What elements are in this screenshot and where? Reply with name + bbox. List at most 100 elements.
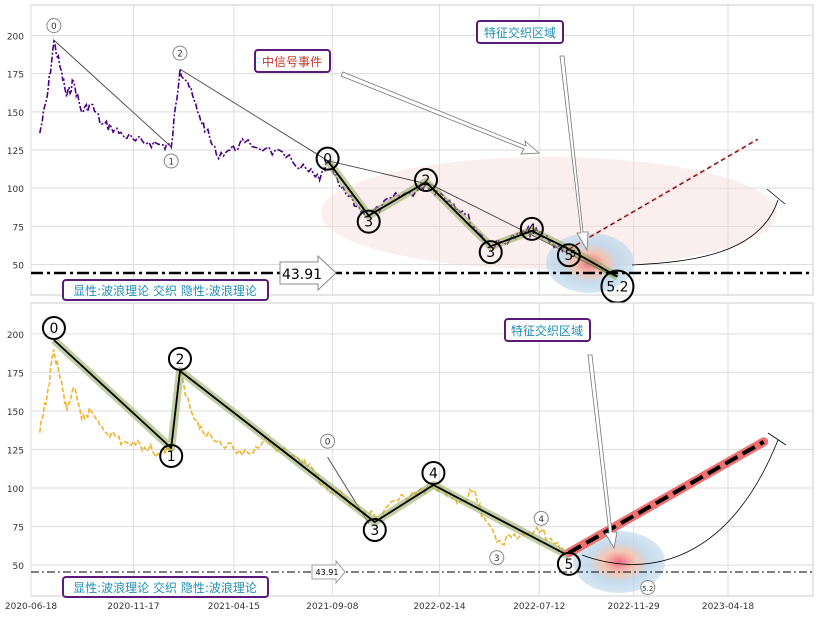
- price-line: [39, 349, 570, 557]
- wave-label-small: 4: [538, 515, 544, 525]
- wave-label-large: 5: [564, 248, 573, 264]
- wave-marker-small: [46, 18, 62, 34]
- wave-marker-small: [489, 550, 505, 566]
- bottom-wave-markers: 0 3 4 5.2 0 1 2 3 4 5: [41, 316, 656, 595]
- x-tick-label: 2022-07-12: [513, 602, 565, 612]
- y-tick-label: 175: [7, 71, 24, 81]
- wave-marker-large: [362, 517, 387, 542]
- wave-label-large: 3: [370, 523, 379, 539]
- feature-zone-callout-bottom: 特征交织区域: [504, 318, 591, 342]
- wave-label-small: 1: [168, 157, 174, 167]
- wave-label-large: 4: [429, 466, 438, 482]
- top-wave-lines: [324, 158, 620, 281]
- wave-label-large: 4: [527, 222, 536, 238]
- wave-marker-small: [320, 433, 336, 449]
- y-tick-label: 200: [7, 331, 24, 341]
- top-arc-cap: [766, 188, 786, 205]
- bottom-grid: [30, 303, 813, 596]
- feature-zone-label-top: 特征交织区域: [484, 25, 556, 40]
- wave-label-large: 0: [323, 152, 332, 168]
- wave-label-small: 3: [494, 554, 500, 564]
- top-arc-curve: [631, 199, 779, 266]
- bottom-support-arrow-badge: 43.91: [311, 559, 346, 585]
- wave-marker-large: [478, 240, 503, 265]
- feature-zone-callout-top: 特征交织区域: [476, 20, 564, 44]
- top-y-tick-labels: 50 75 100 125 150 175 200: [7, 33, 24, 272]
- channel-line: [327, 160, 427, 185]
- feature-zone-arrow-bottom: [587, 354, 618, 550]
- x-tick-label: 2021-04-15: [208, 602, 260, 612]
- wave-marker-large: [159, 443, 184, 468]
- y-tick-label: 50: [13, 562, 25, 572]
- wave-label-large: 3: [364, 215, 373, 231]
- bottom-price-line: [39, 349, 570, 557]
- projection-line: [567, 440, 765, 555]
- y-tick-label: 125: [7, 447, 24, 457]
- wave-marker-large: [421, 460, 446, 485]
- wave-label-small: 0: [325, 438, 331, 448]
- bottom-arc-curve: [581, 439, 779, 565]
- projection-line: [568, 138, 759, 251]
- wave-marker-large: [41, 316, 66, 341]
- top-support-label: 43.91: [282, 267, 322, 283]
- wave-label-large: 5: [564, 557, 573, 573]
- wave-label-small: 0: [51, 22, 57, 32]
- wave-marker-small: [640, 579, 656, 595]
- y-tick-label: 175: [7, 369, 24, 379]
- channel-line: [179, 68, 328, 162]
- wave-marker-large: [556, 243, 581, 268]
- bottom-legend-text: 显性:波浪理论 交织 隐性:波浪理论: [73, 580, 257, 595]
- bottom-y-tick-labels: 50 75 100 125 150 175 200: [7, 331, 24, 572]
- wave-label-large: 2: [176, 352, 185, 368]
- y-tick-label: 75: [13, 524, 24, 534]
- channel-line: [53, 39, 172, 148]
- x-tick-label: 2020-11-17: [107, 602, 159, 612]
- wave-marker-small: [533, 510, 549, 526]
- signal-event-callout: 中信号事件: [254, 49, 331, 73]
- wave-marker-large: [556, 551, 581, 576]
- top-legend-box: 显性:波浪理论 交织 隐性:波浪理论: [62, 279, 269, 301]
- wave-label-small: 5.2: [642, 585, 653, 593]
- wave-label-large: 2: [422, 173, 431, 189]
- wave-marker-large: [167, 346, 192, 371]
- wave-label-inner: 5: [570, 249, 576, 260]
- y-tick-label: 125: [7, 147, 24, 157]
- x-tick-label: 2023-04-18: [702, 602, 755, 612]
- y-tick-label: 100: [7, 185, 24, 195]
- wave-marker-small: [172, 45, 188, 61]
- x-tick-label: 2021-09-08: [306, 602, 359, 612]
- wave-marker-large: [414, 168, 439, 193]
- top-grid: [30, 5, 813, 295]
- feature-zone-arrow-top: [559, 55, 589, 252]
- feature-zone-bottom: [573, 531, 665, 593]
- top-support-arrow-badge: 43.91: [279, 254, 337, 292]
- x-tick-label: 2022-02-14: [413, 602, 466, 612]
- bottom-wave-lines: [51, 337, 571, 560]
- top-legend-text: 显性:波浪理论 交织 隐性:波浪理论: [73, 283, 257, 298]
- wave-label-large: 3: [486, 245, 495, 261]
- y-tick-label: 75: [13, 223, 24, 233]
- wave-line: [326, 160, 618, 278]
- bottom-legend-box: 显性:波浪理论 交织 隐性:波浪理论: [62, 576, 269, 598]
- bottom-x-tick-labels: 2020-06-18 2020-11-17 2021-04-15 2021-09-08…: [5, 602, 755, 612]
- signal-event-label: 中信号事件: [262, 54, 322, 69]
- x-tick-label: 2020-06-18: [5, 602, 58, 612]
- y-tick-label: 50: [13, 261, 25, 271]
- x-tick-label: 2022-11-29: [607, 602, 660, 612]
- wave-label-large: 5.2: [606, 280, 628, 296]
- wave-marker-large: [315, 146, 340, 171]
- wave-label-large: 0: [49, 321, 58, 337]
- wave-marker-large: [356, 209, 381, 234]
- wave-line: [53, 339, 570, 557]
- bottom-arc-cap: [767, 432, 787, 446]
- y-tick-label: 100: [7, 485, 24, 495]
- feature-zone-label-bottom: 特征交织区域: [511, 323, 583, 338]
- wave-label-large: 1: [167, 449, 176, 465]
- wave-marker-large: [519, 216, 544, 241]
- y-tick-label: 150: [7, 408, 24, 418]
- y-tick-label: 150: [7, 109, 24, 119]
